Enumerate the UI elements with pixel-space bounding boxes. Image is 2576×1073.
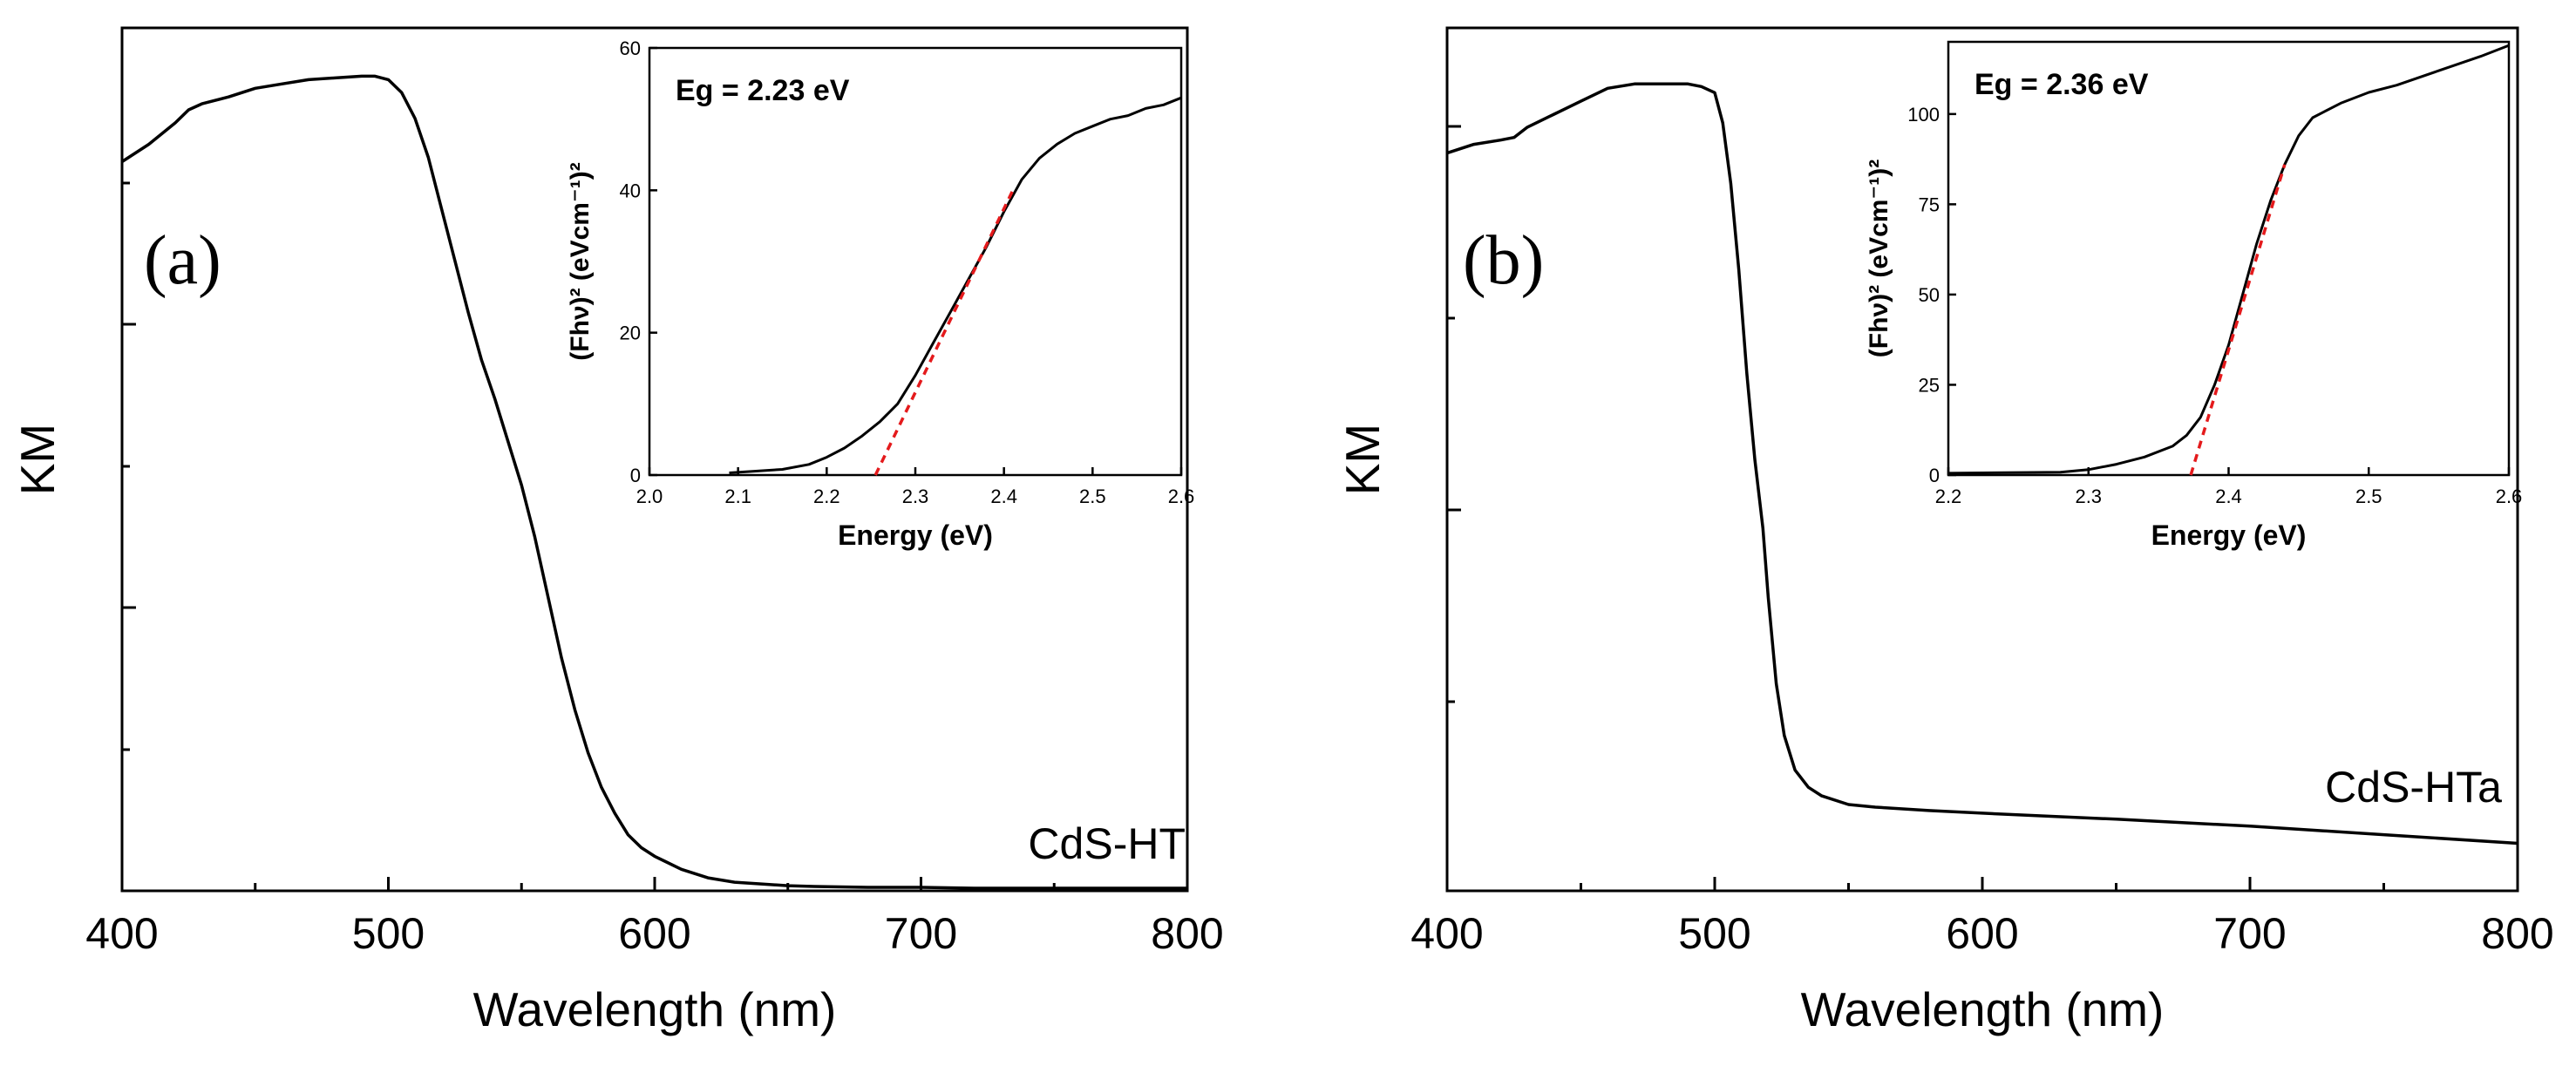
inset-y-tick-label: 0 <box>630 465 641 486</box>
main-spectrum-curve <box>121 74 1187 890</box>
inset-x-axis-label: Energy (eV) <box>838 520 993 551</box>
inset-y-tick-labels: 0 20 40 60 <box>620 37 641 486</box>
x-tick-label: 500 <box>352 909 425 958</box>
band-gap-annotation: Eg = 2.23 eV <box>676 74 850 107</box>
inset-y-tick-label: 100 <box>1907 104 1940 126</box>
sample-label: CdS-HT <box>1028 819 1186 868</box>
inset-y-tick-label: 50 <box>1919 284 1940 306</box>
x-axis-label: Wavelength (nm) <box>1801 982 2165 1036</box>
inset-x-tick-label: 2.3 <box>2075 486 2102 507</box>
inset-y-tick-label: 25 <box>1919 374 1940 396</box>
x-tick-labels: 400 500 600 700 800 <box>85 909 1223 958</box>
inset-y-tick-label: 40 <box>620 180 641 201</box>
x-tick-label: 400 <box>1410 909 1483 958</box>
main-axis-ticks <box>120 26 1189 893</box>
panel-a: Wavelength (nm) KM (a) CdS-HT 400 500 60… <box>10 26 1224 1036</box>
y-axis-label: KM <box>10 424 65 496</box>
main-plot-frame <box>120 26 1189 893</box>
inset-x-tick-label: 2.3 <box>902 486 929 507</box>
x-tick-label: 800 <box>1151 909 1223 958</box>
inset-plot: Energy (eV) (Fhν)² (eVcm⁻¹)² Eg = 2.36 e… <box>1865 40 2523 551</box>
inset-x-tick-label: 2.4 <box>990 486 1017 507</box>
x-tick-label: 600 <box>1946 909 2018 958</box>
band-gap-annotation: Eg = 2.36 eV <box>1974 68 2149 101</box>
x-tick-label: 600 <box>618 909 690 958</box>
inset-x-tick-label: 2.2 <box>1935 486 1962 507</box>
inset-x-tick-labels: 2.2 2.3 2.4 2.5 2.6 <box>1935 486 2523 507</box>
panel-label: (a) <box>144 222 221 299</box>
inset-y-tick-label: 0 <box>1929 465 1940 486</box>
main-plot-frame <box>1445 26 2519 893</box>
x-tick-label: 700 <box>885 909 957 958</box>
inset-axis-ticks <box>648 46 1183 477</box>
inset-x-axis-label: Energy (eV) <box>2151 520 2307 551</box>
x-tick-label: 800 <box>2481 909 2553 958</box>
inset-x-tick-labels: 2.0 2.1 2.2 2.3 2.4 2.5 2.6 <box>636 486 1195 507</box>
inset-x-tick-label: 2.1 <box>724 486 751 507</box>
x-tick-label: 400 <box>85 909 158 958</box>
inset-x-tick-label: 2.5 <box>2355 486 2382 507</box>
inset-x-tick-label: 2.5 <box>1079 486 1106 507</box>
inset-x-tick-label: 2.6 <box>2496 486 2523 507</box>
inset-plot-frame <box>1947 40 2511 477</box>
inset-x-tick-label: 2.0 <box>636 486 663 507</box>
main-axis-ticks <box>1445 26 2519 893</box>
tauc-fit-line <box>873 189 1015 476</box>
inset-y-tick-labels: 0 25 50 75 100 <box>1907 104 1940 486</box>
inset-y-axis-label: (Fhν)² (eVcm⁻¹)² <box>1865 160 1893 358</box>
x-axis-label: Wavelength (nm) <box>473 982 837 1036</box>
inset-axis-ticks <box>1947 112 2511 477</box>
inset-y-tick-label: 20 <box>620 323 641 344</box>
inset-plot-frame <box>648 46 1183 477</box>
inset-plot: Energy (eV) (Fhν)² (eVcm⁻¹)² Eg = 2.23 e… <box>566 37 1194 551</box>
tauc-fit-line <box>2189 164 2287 476</box>
sample-label: CdS-HTa <box>2325 763 2502 812</box>
inset-x-tick-label: 2.2 <box>813 486 840 507</box>
inset-data-curve <box>1947 44 2510 475</box>
inset-y-tick-label: 75 <box>1919 194 1940 215</box>
inset-x-tick-label: 2.4 <box>2215 486 2242 507</box>
inset-y-tick-label: 60 <box>620 37 641 59</box>
x-tick-labels: 400 500 600 700 800 <box>1410 909 2553 958</box>
panel-b: Wavelength (nm) KM (b) CdS-HTa 400 500 6… <box>1336 26 2554 1036</box>
x-tick-label: 700 <box>2213 909 2286 958</box>
inset-y-axis-label: (Fhν)² (eVcm⁻¹)² <box>566 162 595 361</box>
y-axis-label: KM <box>1336 424 1390 496</box>
panel-label: (b) <box>1463 222 1544 299</box>
inset-data-curve <box>729 96 1182 474</box>
main-spectrum-curve <box>1446 82 2518 845</box>
x-tick-label: 500 <box>1678 909 1750 958</box>
inset-x-tick-label: 2.6 <box>1168 486 1195 507</box>
